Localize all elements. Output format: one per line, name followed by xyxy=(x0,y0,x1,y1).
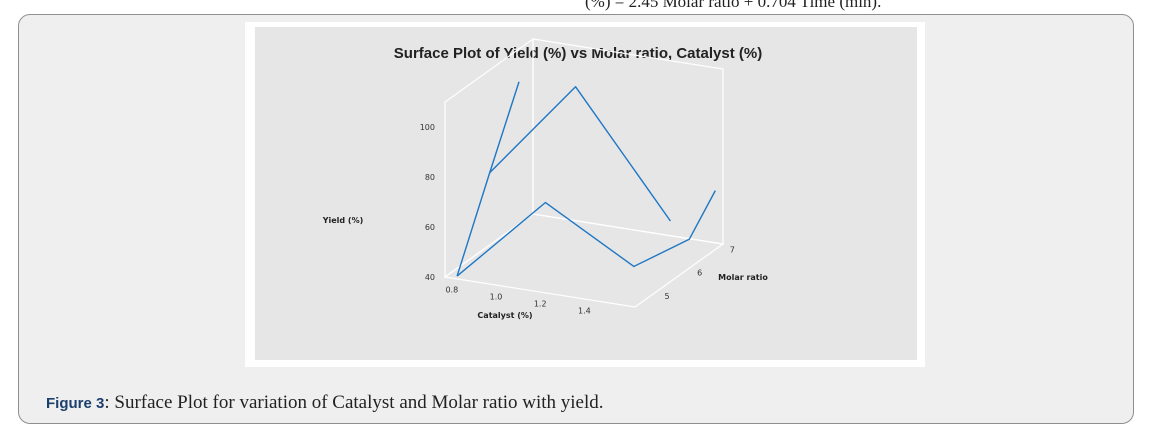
surface-plot: Surface Plot of Yield (%) vs Molar ratio… xyxy=(245,22,925,367)
y-axis-label: Molar ratio xyxy=(718,273,768,282)
x-tick-label: 0.8 xyxy=(445,285,458,294)
z-tick-label: 40 xyxy=(425,273,435,282)
z-axis-label: Yield (%) xyxy=(322,216,364,225)
surface-plot-svg: Surface Plot of Yield (%) vs Molar ratio… xyxy=(255,27,917,360)
x-tick-label: 1.2 xyxy=(534,299,547,308)
caption-label: Figure 3 xyxy=(46,395,105,412)
surface-line-front-edge xyxy=(456,190,716,277)
caption-text: Surface Plot for variation of Catalyst a… xyxy=(109,392,604,413)
floor xyxy=(443,213,725,308)
surface-line-upper-ridge xyxy=(489,85,671,222)
y-tick-label: 7 xyxy=(730,245,735,254)
caption-separator: : xyxy=(104,392,110,413)
y-tick-label: 6 xyxy=(697,269,702,278)
plot-background xyxy=(255,27,917,360)
z-tick-label: 100 xyxy=(420,123,435,132)
z-tick-label: 60 xyxy=(425,223,435,232)
x-tick-label: 1.4 xyxy=(578,306,591,315)
x-tick-label: 1.0 xyxy=(490,292,503,301)
y-tick-label: 5 xyxy=(665,292,670,301)
chart-title: Surface Plot of Yield (%) vs Molar ratio… xyxy=(394,45,762,62)
figure-caption: Figure 3: Surface Plot for variation of … xyxy=(46,392,604,414)
page-equation-fragment: (%) = 2.45 Molar ratio + 0.704 Time (min… xyxy=(585,0,882,11)
z-tick-label: 80 xyxy=(425,173,435,182)
x-axis-label: Catalyst (%) xyxy=(477,311,532,320)
